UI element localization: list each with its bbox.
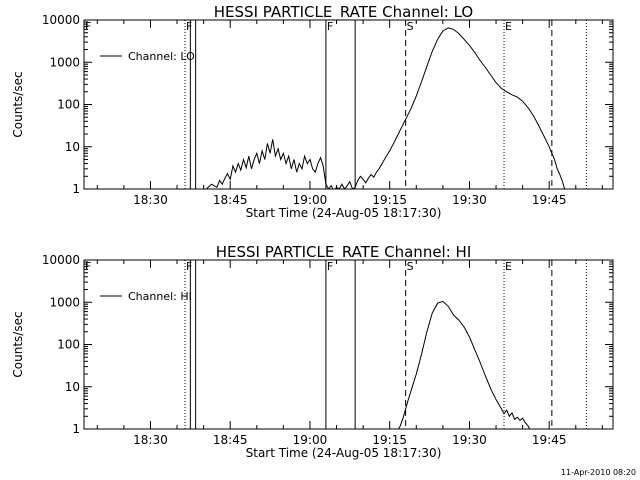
- lo-channel-panel: HESSI PARTICLE_RATE Channel: LO 18:30 18:4…: [11, 3, 614, 220]
- panel2-x-tick-label: 18:30: [133, 433, 168, 447]
- panel1-x-tick-label: 18:45: [213, 193, 248, 207]
- panel1-x-tick-label: 19:00: [293, 193, 328, 207]
- panel2-marker-label: F: [327, 260, 333, 273]
- panel2-y-axis-label: Counts/sec: [11, 311, 25, 377]
- panel2-y-tick-label: 1000: [49, 295, 80, 309]
- panel1-chart-title: HESSI PARTICLE_RATE Channel: LO: [214, 3, 473, 22]
- panel1-x-tick-label: 19:45: [532, 193, 567, 207]
- panel1-y-tick-label: 1: [72, 182, 80, 196]
- panel2-x-axis-label: Start Time (24-Aug-05 18:17:30): [246, 446, 442, 460]
- panel2-marker-label: F: [186, 260, 192, 273]
- panel1-y-tick-label: 100: [57, 98, 80, 112]
- panel2-marker-label: E: [505, 260, 512, 273]
- panel1-marker-label: F: [186, 20, 192, 33]
- panel1-x-tick-label: 19:15: [372, 193, 407, 207]
- panel1-x-tick-label: 18:30: [133, 193, 168, 207]
- panel1-marker-label: E: [505, 20, 512, 33]
- hi-channel-panel: HESSI PARTICLE_RATE Channel: HI 18:30 18:4…: [11, 243, 614, 460]
- panel2-chart-title: HESSI PARTICLE_RATE Channel: HI: [216, 243, 472, 262]
- panel2-legend-label: Channel: HI: [128, 290, 192, 303]
- panel2-plot-frame: [83, 259, 614, 430]
- panel1-legend-label: Channel: LO: [128, 50, 195, 63]
- panel2-x-tick-label: 18:45: [213, 433, 248, 447]
- panel2-x-tick-label: 19:00: [293, 433, 328, 447]
- panel1-y-tick-label: 1000: [49, 55, 80, 69]
- panel2-x-tick-label: 19:30: [452, 433, 487, 447]
- panel1-plot-frame: [83, 19, 614, 190]
- panel2-y-tick-label: 10: [65, 380, 80, 394]
- panel2-y-tick-label: 1: [72, 422, 80, 436]
- panel2-marker-label: F: [85, 260, 91, 273]
- panel1-marker-label: F: [327, 20, 333, 33]
- panel2-x-tick-label: 19:15: [372, 433, 407, 447]
- panel1-series-line: [195, 27, 566, 189]
- panel1-y-tick-label: 10000: [42, 13, 80, 27]
- footer-timestamp: 11-Apr-2010 08:20: [561, 468, 636, 477]
- panel1-y-tick-label: 10: [65, 140, 80, 154]
- panel2-y-tick-label: 10000: [42, 253, 80, 267]
- panel2-marker-label: S: [407, 260, 414, 273]
- panel2-y-tick-label: 100: [57, 338, 80, 352]
- panel1-y-axis-label: Counts/sec: [11, 71, 25, 137]
- panel2-series-line: [398, 300, 531, 429]
- panel1-x-tick-label: 19:30: [452, 193, 487, 207]
- panel2-x-tick-label: 19:45: [532, 433, 567, 447]
- panel1-marker-label: S: [407, 20, 414, 33]
- panel1-x-axis-label: Start Time (24-Aug-05 18:17:30): [246, 206, 442, 220]
- panel1-marker-label: F: [85, 20, 91, 33]
